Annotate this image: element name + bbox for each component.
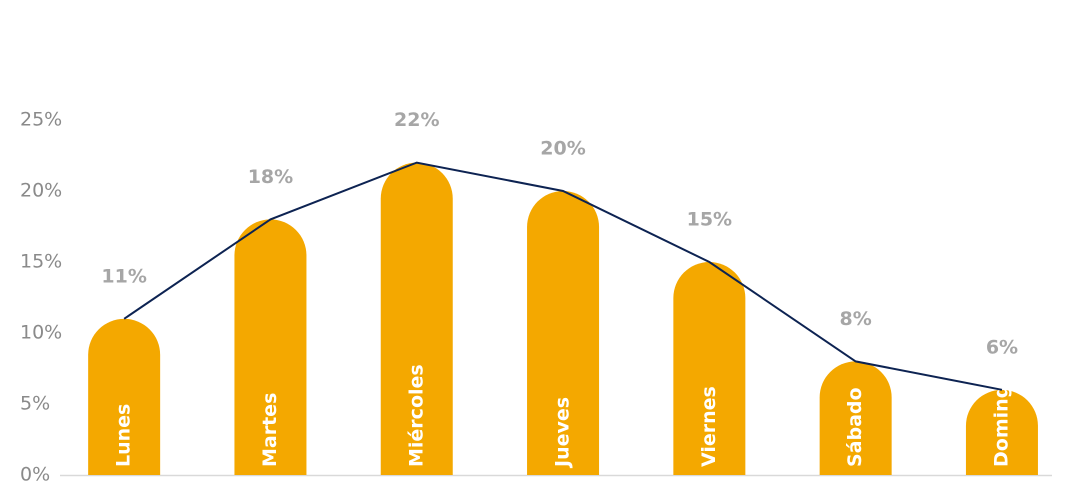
x-tick-label: Lunes xyxy=(113,404,135,467)
x-tick-label: Jueves xyxy=(552,397,574,469)
bar xyxy=(380,162,453,475)
bar xyxy=(234,219,307,475)
x-tick-label: Domingo xyxy=(990,372,1012,467)
data-label: 6% xyxy=(986,336,1018,358)
y-tick-label: 25% xyxy=(20,109,62,131)
bar xyxy=(673,262,746,475)
data-label: 15% xyxy=(687,209,732,231)
bar xyxy=(819,361,892,475)
data-label: 8% xyxy=(840,308,872,330)
data-label: 20% xyxy=(540,138,585,160)
data-label: 11% xyxy=(101,265,146,287)
x-tick-label: Sábado xyxy=(844,387,866,467)
x-tick-label: Martes xyxy=(259,393,281,467)
data-label: 18% xyxy=(248,166,293,188)
y-tick-label: 5% xyxy=(20,393,50,415)
y-tick-label: 0% xyxy=(20,464,50,485)
y-tick-label: 20% xyxy=(20,180,62,202)
trend-line xyxy=(123,161,1003,391)
bar xyxy=(965,389,1038,475)
data-label: 22% xyxy=(394,109,439,131)
x-tick-label: Miércoles xyxy=(405,364,427,467)
bar xyxy=(88,318,161,475)
y-tick-label: 15% xyxy=(20,251,62,273)
bar xyxy=(527,191,600,476)
x-tick-label: Viernes xyxy=(698,386,720,467)
y-tick-label: 10% xyxy=(20,322,62,344)
